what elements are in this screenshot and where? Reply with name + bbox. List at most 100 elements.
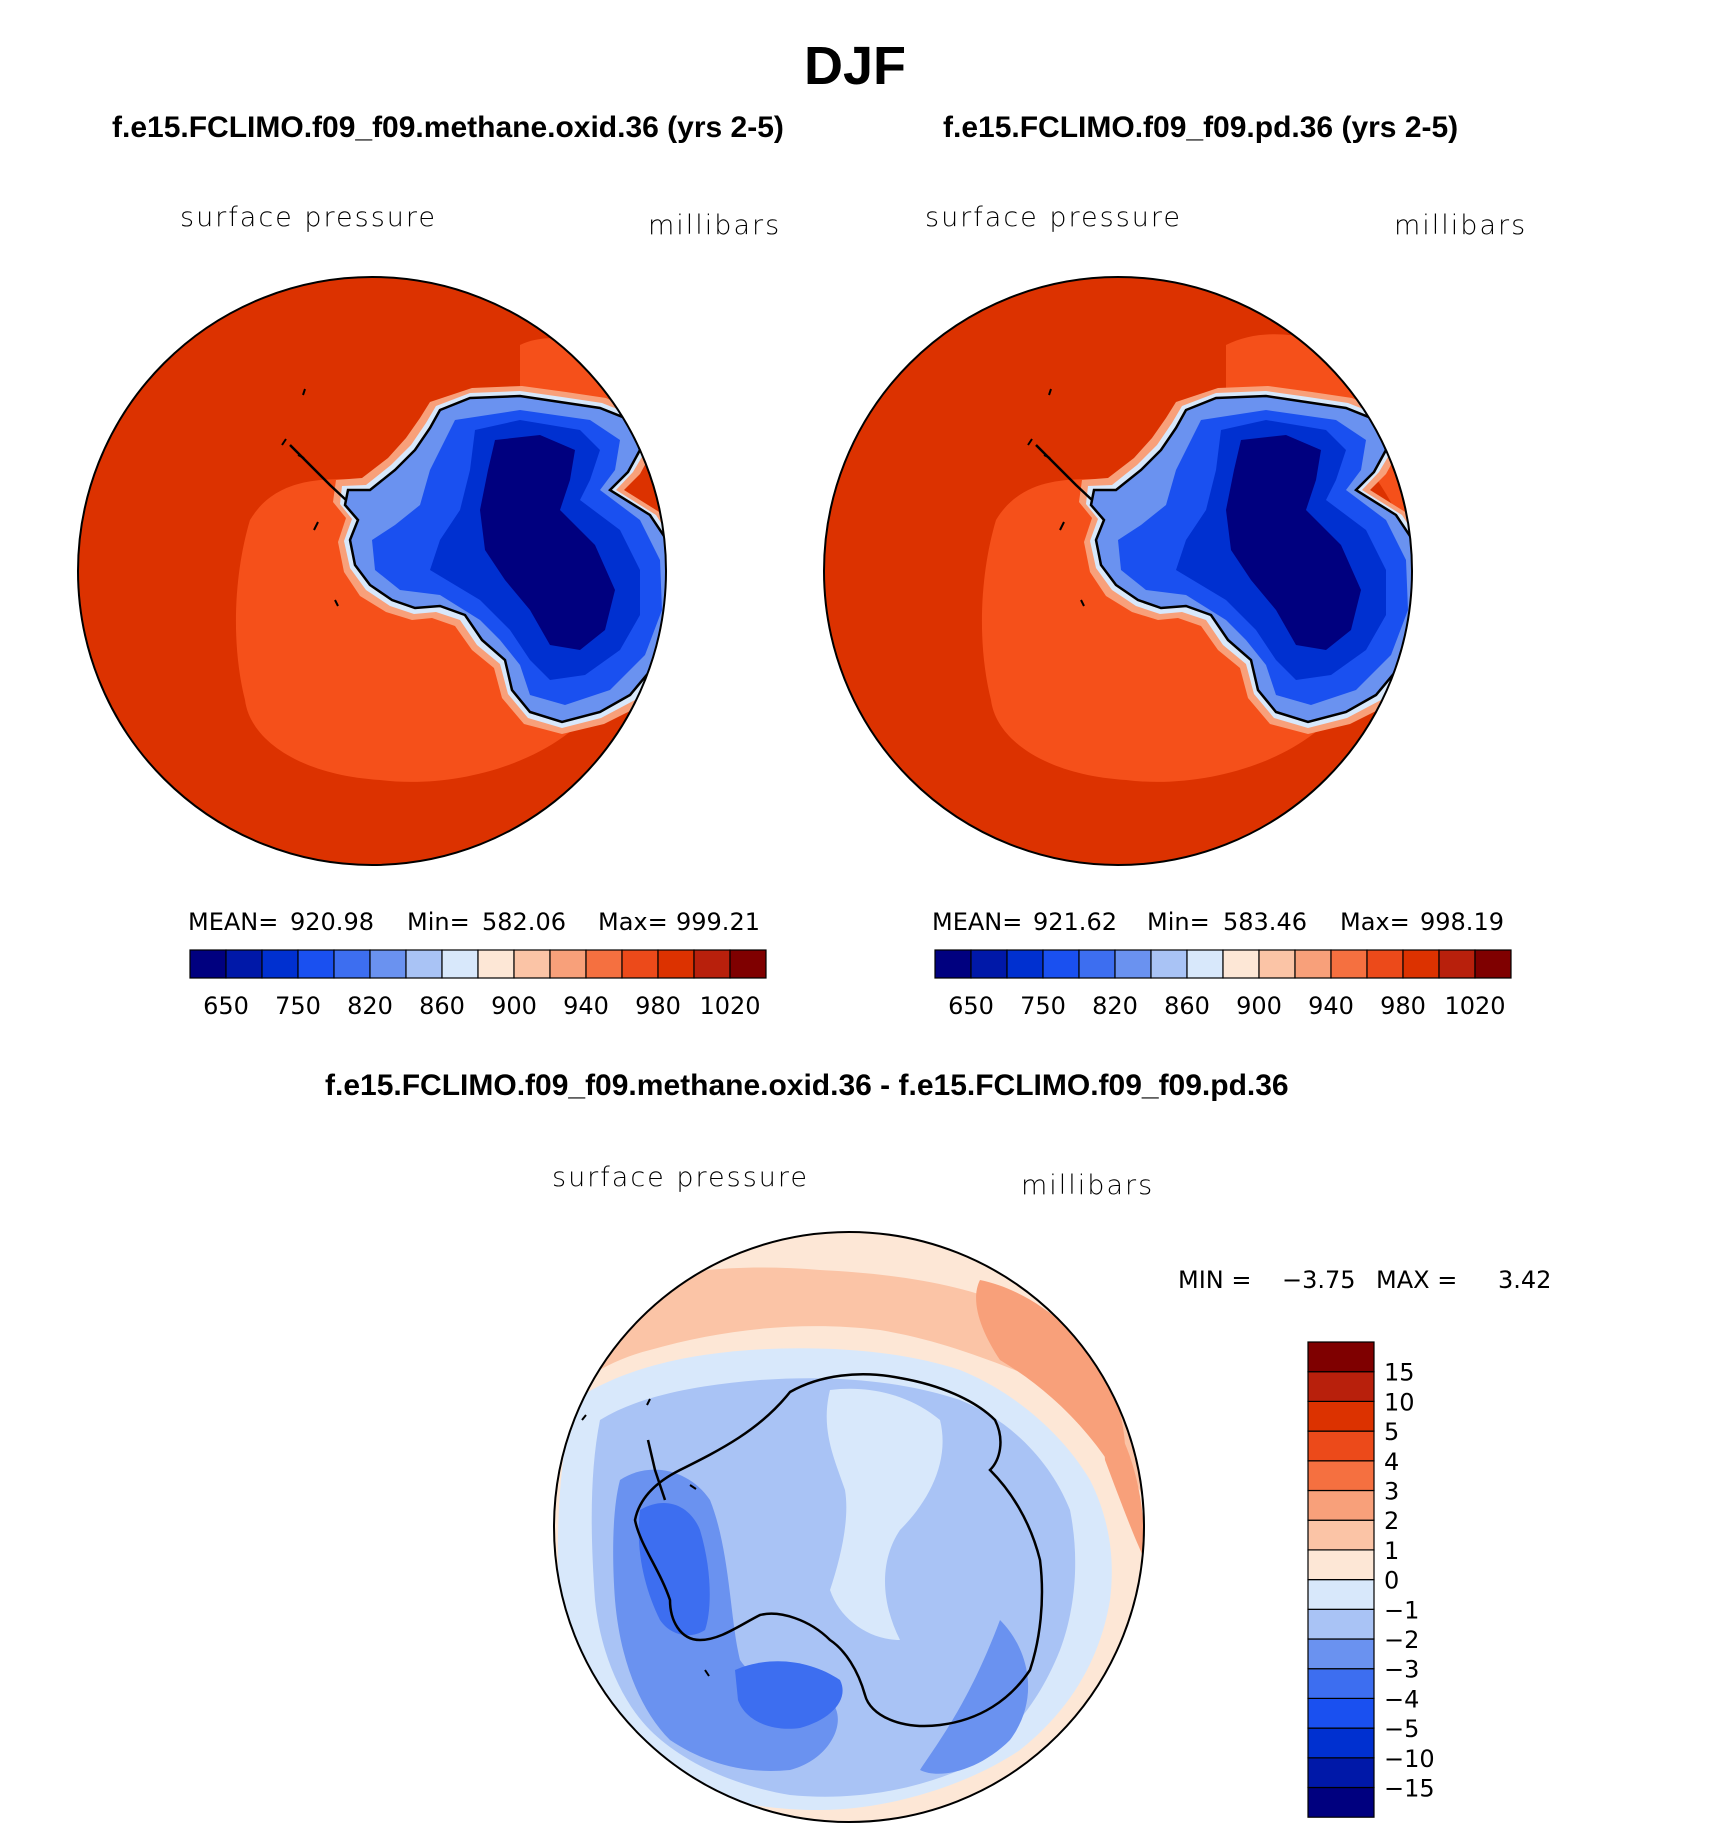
- case1-title: f.e15.FCLIMO.f09_f09.methane.oxid.36 (yr…: [112, 111, 784, 144]
- case2-title: f.e15.FCLIMO.f09_f09.pd.36 (yrs 2-5): [943, 111, 1459, 144]
- case1-colorbar-box: [621, 949, 659, 979]
- case2-mean-value: 921.62: [1033, 908, 1117, 936]
- case1-colorbar-box: [729, 949, 767, 979]
- case1-colorbar-tick-label: 650: [203, 992, 249, 1020]
- case1-colorbar-tick-label: 900: [491, 992, 537, 1020]
- case2-variable-label: surface pressure: [925, 202, 1182, 233]
- case2-colorbar-box: [934, 949, 972, 979]
- difference-colorbar-box: [1307, 1578, 1375, 1610]
- case2-colorbar: 650 750 820 860 900 940 980 1020: [934, 949, 1512, 1020]
- difference-neg3-west: [638, 1502, 710, 1636]
- difference-colorbar-tick-label: 10: [1384, 1388, 1415, 1416]
- difference-colorbar-tick-label: 5: [1384, 1418, 1399, 1446]
- difference-neg3-south: [735, 1661, 843, 1729]
- difference-colorbar-tick-label: −10: [1384, 1745, 1435, 1773]
- difference-pos3-east: [1100, 1400, 1144, 1560]
- difference-neg2-east: [920, 1620, 1029, 1774]
- case1-colorbar-box: [549, 949, 587, 979]
- difference-colorbar-box: [1307, 1549, 1375, 1581]
- case1-min-label: Min=: [407, 908, 470, 936]
- difference-max-value: 3.42: [1498, 1266, 1551, 1294]
- difference-colorbar-box: [1307, 1519, 1375, 1551]
- difference-colorbar-tick-label: 1: [1384, 1537, 1399, 1565]
- case1-colorbar: 650 750 820 860 900 940 980 1020: [189, 949, 767, 1020]
- difference-colorbar-box: [1307, 1786, 1375, 1818]
- difference-colorbar-box: [1307, 1371, 1375, 1402]
- case1-ice-plateau: [480, 435, 615, 650]
- difference-colorbar-tick-label: 4: [1384, 1448, 1399, 1476]
- case2-colorbar-tick-label: 1020: [1444, 992, 1505, 1020]
- difference-coastline: [633, 1373, 1044, 1728]
- case2-colorbar-tick-label: 750: [1020, 992, 1066, 1020]
- case2-colorbar-box: [1078, 949, 1116, 979]
- difference-min-label: MIN =: [1178, 1266, 1251, 1294]
- difference-colorbar-box: [1307, 1757, 1375, 1789]
- season-title: DJF: [803, 36, 906, 96]
- case1-colorbar-box: [333, 949, 371, 979]
- difference-pos3-ne: [976, 1280, 1126, 1480]
- case1-mean-value: 920.98: [290, 908, 374, 936]
- case2-colorbar-box: [1438, 949, 1476, 979]
- case1-colorbar-tick-label: 980: [635, 992, 681, 1020]
- case1-map-border: [77, 276, 667, 866]
- case1-colorbar-tick-label: 940: [563, 992, 609, 1020]
- case1-colorbar-tick-label: 860: [419, 992, 465, 1020]
- case1-colorbar-box: [513, 949, 551, 979]
- case1-colorbar-tick-label: 750: [275, 992, 321, 1020]
- case2-colorbar-box: [1150, 949, 1188, 979]
- case2-units-label: millibars: [1394, 210, 1528, 241]
- case1-max-label: Max=: [598, 908, 668, 936]
- case1-colorbar-tick-label: 1020: [699, 992, 760, 1020]
- case2-mean-label: MEAN=: [932, 908, 1022, 936]
- case1-colorbar-box: [693, 949, 731, 979]
- case2-colorbar-box: [1366, 949, 1404, 979]
- difference-colorbar-box: [1307, 1489, 1375, 1521]
- difference-colorbar-box: [1307, 1608, 1375, 1640]
- case2-stats: MEAN= 921.62 Min= 583.46 Max= 998.19: [932, 908, 1504, 936]
- case1-colorbar-box: [657, 949, 695, 979]
- case1-colorbar-tick-label: 820: [347, 992, 393, 1020]
- difference-max-label: MAX =: [1376, 1266, 1457, 1294]
- difference-colorbar-tick-label: 2: [1384, 1507, 1399, 1535]
- case1-colorbar-box: [585, 949, 623, 979]
- difference-colorbar-tick-label: 0: [1384, 1567, 1399, 1595]
- case2-colorbar-tick-label: 940: [1308, 992, 1354, 1020]
- case2-colorbar-box: [1222, 949, 1260, 979]
- case1-colorbar-box: [297, 949, 335, 979]
- difference-colorbar-tick-label: −4: [1384, 1685, 1419, 1713]
- case2-colorbar-tick-label: 650: [948, 992, 994, 1020]
- difference-colorbar-box: [1307, 1638, 1375, 1670]
- case2-polar-map: [824, 277, 1412, 865]
- case2-colorbar-box: [1042, 949, 1080, 979]
- difference-colorbar-tick-label: 15: [1384, 1359, 1415, 1387]
- case2-colorbar-box: [1186, 949, 1224, 979]
- difference-variable-label: surface pressure: [552, 1162, 809, 1193]
- case2-map-border: [823, 276, 1413, 866]
- difference-colorbar-tick-label: 3: [1384, 1478, 1399, 1506]
- case2-colorbar-tick-label: 820: [1092, 992, 1138, 1020]
- case2-min-label: Min=: [1147, 908, 1210, 936]
- difference-colorbar-tick-label: −5: [1384, 1715, 1419, 1743]
- case1-polar-map: [78, 277, 666, 865]
- difference-colorbar-box: [1307, 1697, 1375, 1729]
- case1-colorbar-box: [189, 949, 227, 979]
- difference-title: f.e15.FCLIMO.f09_f09.methane.oxid.36 - f…: [325, 1069, 1289, 1102]
- case1-colorbar-box: [261, 949, 299, 979]
- difference-colorbar-tick-label: −3: [1384, 1656, 1419, 1684]
- case2-peninsula-islands: [1027, 388, 1085, 607]
- case2-colorbar-tick-label: 860: [1164, 992, 1210, 1020]
- case2-colorbar-tick-label: 980: [1380, 992, 1426, 1020]
- difference-colorbar-box: [1307, 1430, 1375, 1462]
- case1-variable-label: surface pressure: [180, 202, 437, 233]
- difference-polar-map: [554, 1232, 1144, 1822]
- case1-colorbar-box: [405, 949, 443, 979]
- case1-max-value: 999.21: [676, 908, 760, 936]
- difference-stats: MIN = −3.75 MAX = 3.42: [1178, 1266, 1551, 1294]
- case2-colorbar-box: [1114, 949, 1152, 979]
- case1-units-label: millibars: [648, 210, 782, 241]
- case1-peninsula-islands: [281, 388, 339, 607]
- difference-colorbar-box: [1307, 1400, 1375, 1432]
- difference-colorbar-box: [1307, 1460, 1375, 1492]
